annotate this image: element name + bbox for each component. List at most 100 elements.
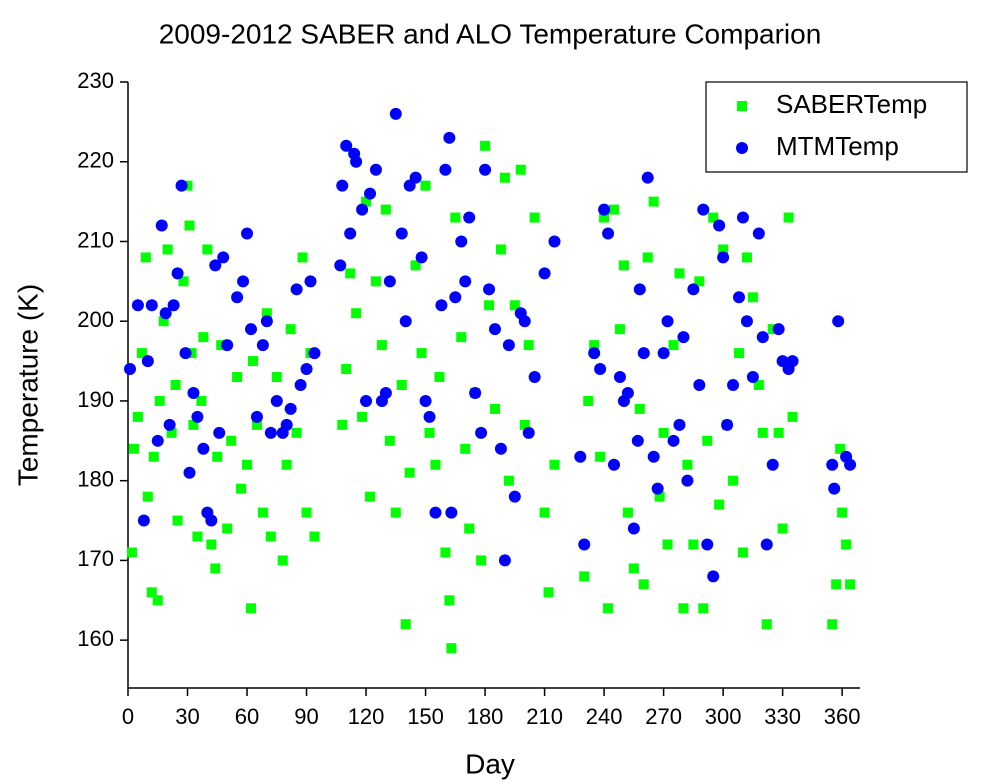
- point: [445, 506, 458, 519]
- point: [746, 371, 759, 384]
- point: [602, 227, 615, 240]
- point: [191, 410, 204, 423]
- point: [642, 252, 653, 263]
- series: [123, 107, 857, 583]
- point: [740, 315, 753, 328]
- point: [154, 395, 165, 406]
- point: [509, 300, 520, 311]
- point: [256, 339, 269, 352]
- point: [613, 371, 626, 384]
- y-tick-label: 190: [77, 387, 114, 412]
- point: [459, 275, 472, 288]
- point: [654, 491, 665, 502]
- point: [528, 371, 541, 384]
- point: [183, 466, 196, 479]
- point: [519, 419, 530, 430]
- point: [714, 499, 725, 510]
- point: [232, 372, 243, 383]
- point: [756, 331, 769, 344]
- point: [221, 339, 234, 352]
- point: [618, 260, 629, 271]
- point: [132, 411, 143, 422]
- x-tick-label: 0: [122, 704, 134, 729]
- point: [841, 539, 852, 550]
- point: [271, 372, 282, 383]
- point: [222, 523, 233, 534]
- point: [251, 419, 262, 430]
- point: [439, 163, 452, 176]
- point: [244, 323, 257, 336]
- point: [736, 211, 749, 224]
- point: [766, 458, 779, 471]
- point: [721, 418, 734, 431]
- point: [708, 212, 719, 223]
- point: [131, 299, 144, 312]
- x-tick-label: 330: [764, 704, 801, 729]
- point: [351, 308, 362, 319]
- point: [145, 299, 158, 312]
- point: [166, 427, 177, 438]
- point: [340, 139, 353, 152]
- point: [399, 315, 412, 328]
- point: [475, 426, 488, 439]
- point: [673, 418, 686, 431]
- point: [598, 203, 611, 216]
- point: [772, 323, 785, 336]
- legend-label: SABERTemp: [776, 89, 927, 119]
- point: [300, 363, 313, 376]
- point: [188, 419, 199, 430]
- point: [260, 315, 273, 328]
- legend-marker: [736, 142, 748, 154]
- point: [777, 523, 788, 534]
- point: [416, 348, 427, 359]
- point: [205, 514, 218, 527]
- x-tick-label: 90: [294, 704, 318, 729]
- point: [270, 394, 283, 407]
- point: [728, 475, 739, 486]
- point: [668, 340, 679, 351]
- point: [449, 291, 462, 304]
- point: [434, 372, 445, 383]
- point: [396, 380, 407, 390]
- point: [146, 587, 157, 598]
- point: [141, 355, 154, 368]
- point: [621, 386, 634, 399]
- point: [250, 410, 263, 423]
- point: [658, 427, 669, 438]
- point: [171, 267, 184, 280]
- point: [583, 395, 594, 406]
- point: [702, 435, 713, 446]
- point: [136, 348, 147, 359]
- point: [828, 482, 841, 495]
- point: [380, 204, 391, 215]
- point: [357, 411, 368, 422]
- point: [419, 394, 432, 407]
- point: [148, 451, 159, 462]
- point: [718, 244, 729, 255]
- point: [297, 252, 308, 263]
- legend-marker: [737, 101, 747, 111]
- x-tick-label: 180: [467, 704, 504, 729]
- point: [674, 268, 685, 279]
- point: [290, 283, 303, 296]
- point: [826, 458, 839, 471]
- point: [489, 403, 500, 414]
- point: [151, 434, 164, 447]
- point: [648, 196, 659, 207]
- point: [126, 547, 137, 558]
- point: [236, 483, 247, 494]
- point: [760, 538, 773, 551]
- point: [376, 340, 387, 351]
- point: [647, 450, 660, 463]
- point: [614, 324, 625, 335]
- point: [264, 426, 277, 439]
- point: [360, 394, 373, 407]
- point: [657, 347, 670, 360]
- point: [549, 459, 560, 470]
- y-tick-label: 220: [77, 148, 114, 173]
- point: [589, 340, 600, 351]
- point: [488, 323, 501, 336]
- point: [440, 547, 451, 558]
- point: [123, 363, 136, 376]
- point: [424, 427, 435, 438]
